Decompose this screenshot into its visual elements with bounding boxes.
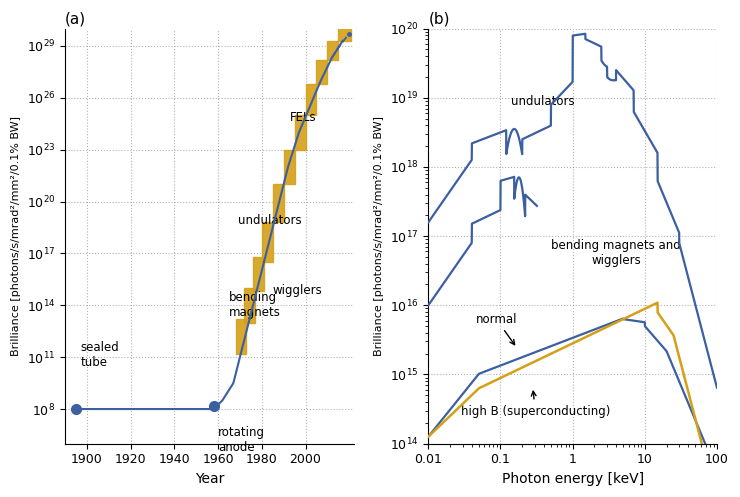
Polygon shape [295, 115, 306, 150]
Polygon shape [306, 84, 317, 115]
Text: rotating
anode: rotating anode [218, 426, 265, 454]
Polygon shape [327, 41, 338, 60]
Text: (b): (b) [428, 11, 450, 26]
Polygon shape [338, 25, 352, 41]
Polygon shape [262, 222, 273, 262]
Text: FELs: FELs [290, 111, 317, 124]
Polygon shape [283, 150, 295, 184]
Text: undulators: undulators [238, 215, 301, 228]
Text: sealed
tube: sealed tube [81, 341, 119, 369]
Polygon shape [244, 288, 255, 323]
Text: bending magnets and
wigglers: bending magnets and wigglers [551, 239, 681, 267]
X-axis label: Photon energy [keV]: Photon energy [keV] [502, 472, 644, 486]
Text: high B (superconducting): high B (superconducting) [460, 391, 610, 417]
Text: normal: normal [476, 313, 517, 344]
X-axis label: Year: Year [195, 472, 224, 486]
Polygon shape [235, 319, 246, 354]
Text: (a): (a) [65, 11, 86, 26]
Text: wigglers: wigglers [273, 284, 323, 297]
Text: undulators: undulators [511, 95, 574, 108]
Text: bending
magnets: bending magnets [229, 291, 281, 319]
Polygon shape [253, 257, 264, 291]
Y-axis label: Brilliance [photons/s/mrad²/mm²/0.1% BW]: Brilliance [photons/s/mrad²/mm²/0.1% BW] [374, 116, 385, 356]
Y-axis label: Brilliance [photons/s/mrad²/mm²/0.1% BW]: Brilliance [photons/s/mrad²/mm²/0.1% BW] [11, 116, 21, 356]
Polygon shape [273, 184, 283, 222]
Polygon shape [317, 60, 327, 84]
